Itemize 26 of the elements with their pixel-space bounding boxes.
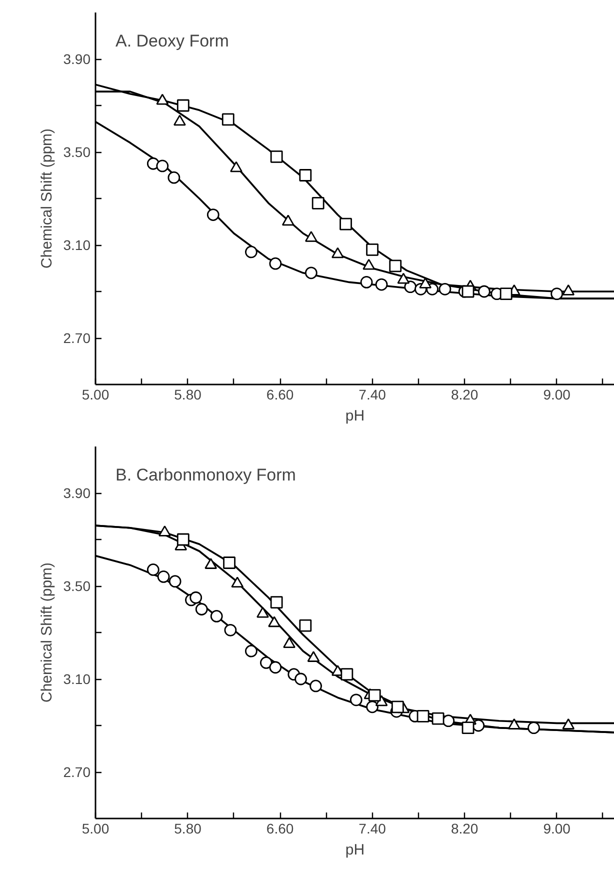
x-tick-label: 9.00 [543,386,571,402]
text: A. Deoxy Form [116,32,229,50]
x-tick-label: 7.40 [358,820,386,836]
y-tick-label: 3.90 [63,51,91,67]
y-tick-label: 2.70 [63,764,91,780]
y-tick-label: 3.50 [63,578,91,594]
x-tick-label: 5.80 [174,820,202,836]
x-tick-label: 8.20 [450,820,478,836]
y-tick-label: 3.10 [63,237,91,253]
y-tick-label: 3.90 [63,485,91,501]
y-tick-label: 3.10 [63,671,91,687]
x-axis-title: pH [345,408,365,424]
x-tick-label: 5.00 [82,386,110,402]
y-axis-title: Chemical Shift (ppm) [38,128,56,269]
x-tick-label: 5.00 [82,820,110,836]
x-tick-label: 6.60 [266,820,294,836]
text: B. Carbonmonoxy Form [116,466,296,484]
x-tick-label: 6.60 [266,386,294,402]
x-tick-label: 9.00 [543,820,571,836]
y-tick-label: 2.70 [63,330,91,346]
y-tick-label: 3.50 [63,144,91,160]
x-tick-label: 5.80 [174,386,202,402]
x-tick-label: 7.40 [358,386,386,402]
y-axis-title: Chemical Shift (ppm) [38,562,56,703]
x-tick-label: 8.20 [450,386,478,402]
x-axis-title: pH [345,842,365,858]
